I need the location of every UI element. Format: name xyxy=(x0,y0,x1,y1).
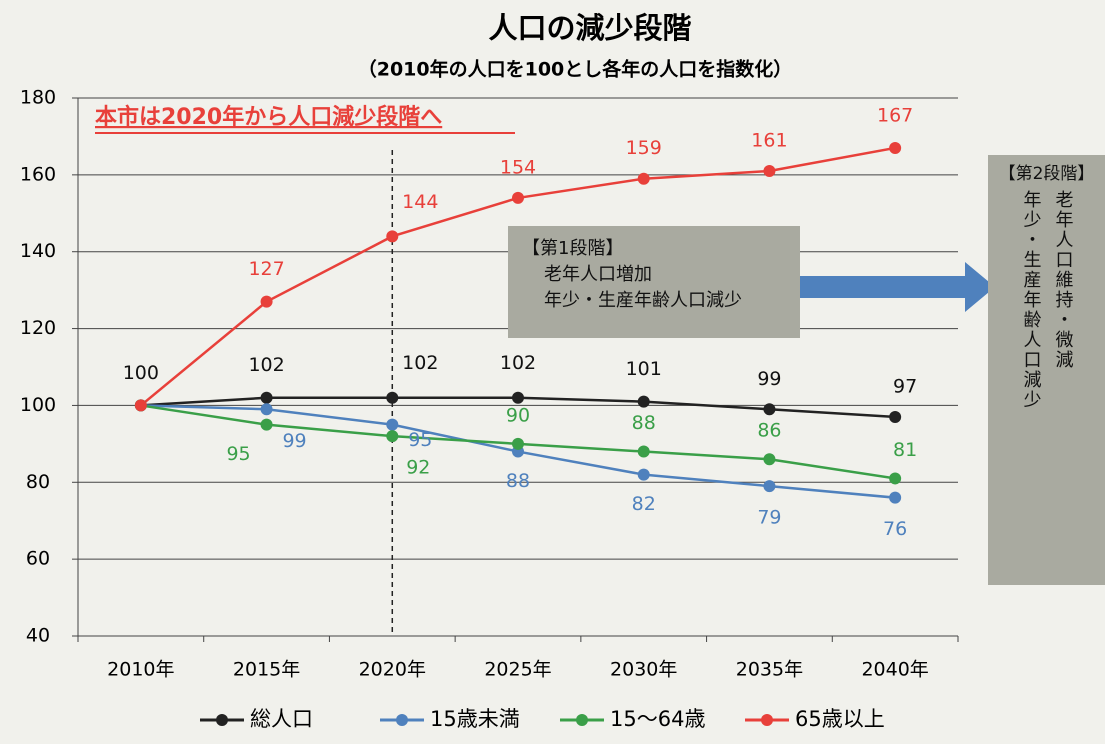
value-label: 99 xyxy=(282,430,306,452)
legend-marker xyxy=(216,714,228,726)
point xyxy=(763,453,776,466)
value-label: 95 xyxy=(226,443,250,465)
value-label: 144 xyxy=(402,191,438,213)
value-label: 99 xyxy=(757,368,781,390)
headline: 本市は2020年から人口減少段階へ xyxy=(95,104,442,130)
point xyxy=(260,403,273,416)
point xyxy=(889,491,902,504)
value-label: 127 xyxy=(248,258,284,280)
point xyxy=(512,437,524,450)
legend-label: 15歳未満 xyxy=(430,707,520,731)
point xyxy=(512,191,524,204)
chart-title: 人口の減少段階 xyxy=(488,11,691,45)
point xyxy=(386,391,399,404)
point xyxy=(386,430,399,443)
value-label: 100 xyxy=(123,362,159,384)
value-label: 102 xyxy=(248,354,284,376)
legend-marker xyxy=(761,714,773,726)
legend-marker xyxy=(576,714,588,726)
legend-label: 15〜64歳 xyxy=(610,707,705,731)
point xyxy=(763,165,776,178)
point xyxy=(637,395,650,408)
value-label: 102 xyxy=(500,352,536,374)
y-tick-label: 160 xyxy=(20,163,56,185)
x-tick-label: 2015年 xyxy=(233,659,300,681)
y-tick-label: 100 xyxy=(20,394,56,416)
legend-marker xyxy=(396,714,408,726)
point xyxy=(637,468,650,481)
point xyxy=(889,472,902,485)
value-label: 88 xyxy=(632,412,656,434)
x-tick-label: 2040年 xyxy=(861,659,928,681)
point xyxy=(637,172,650,185)
value-label: 92 xyxy=(406,457,430,479)
value-label: 88 xyxy=(506,470,530,492)
value-label: 102 xyxy=(402,352,438,374)
x-tick-label: 2020年 xyxy=(359,659,426,681)
value-label: 76 xyxy=(883,518,907,540)
point xyxy=(889,410,902,423)
stage1-line: 老年人口増加 xyxy=(544,264,652,285)
stage2-title: 【第2段階】 xyxy=(998,164,1095,184)
point xyxy=(134,399,147,412)
value-label: 159 xyxy=(626,137,662,159)
stage1-box: 【第1段階】 老年人口増加 年少・生産年齢人口減少 xyxy=(508,226,800,338)
point xyxy=(386,418,399,431)
stage2-text: 老年人口維持・微減 年少・生産年齢人口減少 xyxy=(1015,190,1079,570)
x-tick-label: 2025年 xyxy=(484,659,551,681)
stage-arrow xyxy=(800,262,995,312)
legend-label: 総人口 xyxy=(250,707,313,731)
stage1-title: 【第1段階】 xyxy=(522,238,624,259)
value-label: 95 xyxy=(408,429,432,451)
value-label: 81 xyxy=(893,439,917,461)
stage2-box: 【第2段階】 老年人口維持・微減 年少・生産年齢人口減少 xyxy=(988,155,1105,585)
value-label: 154 xyxy=(500,156,536,178)
point xyxy=(512,391,524,404)
value-label: 86 xyxy=(757,420,781,442)
point xyxy=(763,403,776,416)
point xyxy=(260,418,273,431)
y-tick-label: 140 xyxy=(20,240,56,262)
point xyxy=(260,391,273,404)
stage2-column: 年少・生産年齢人口減少 xyxy=(1020,190,1042,410)
point xyxy=(260,295,273,308)
y-tick-label: 120 xyxy=(20,317,56,339)
value-label: 161 xyxy=(751,130,787,152)
value-label: 167 xyxy=(877,104,913,126)
point xyxy=(763,480,776,493)
point xyxy=(637,445,650,458)
y-tick-label: 40 xyxy=(26,625,50,647)
stage2-column: 老年人口維持・微減 xyxy=(1052,190,1074,370)
stage1-line: 年少・生産年齢人口減少 xyxy=(544,290,742,311)
y-tick-label: 180 xyxy=(20,87,56,109)
x-tick-label: 2010年 xyxy=(107,659,174,681)
legend-label: 65歳以上 xyxy=(795,707,885,731)
x-tick-label: 2030年 xyxy=(610,659,677,681)
y-tick-label: 80 xyxy=(26,471,50,493)
point xyxy=(386,230,399,243)
x-tick-label: 2035年 xyxy=(736,659,803,681)
value-label: 79 xyxy=(757,507,781,529)
value-label: 101 xyxy=(626,358,662,380)
value-label: 90 xyxy=(506,404,530,426)
chart-subtitle: （2010年の人口を100とし各年の人口を指数化） xyxy=(358,58,793,81)
point xyxy=(889,141,902,154)
value-label: 97 xyxy=(893,375,917,397)
value-label: 82 xyxy=(632,493,656,515)
y-tick-label: 60 xyxy=(26,548,50,570)
